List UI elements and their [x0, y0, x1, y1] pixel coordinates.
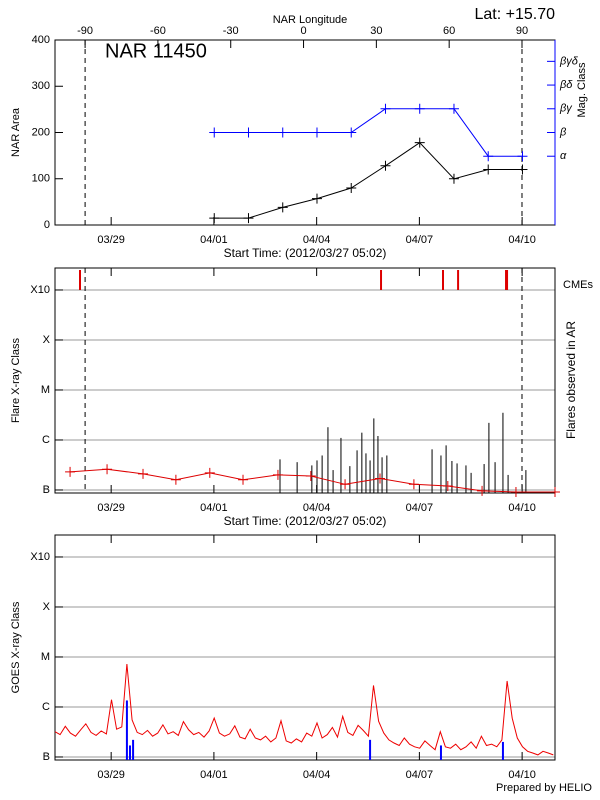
x-tick-label: 03/29: [97, 234, 125, 246]
point-marker: [340, 479, 351, 490]
point-marker: [483, 151, 494, 162]
x-tick-label: 04/07: [406, 502, 434, 514]
chart-title: NAR 11450: [105, 40, 207, 62]
x-axis-label: Start Time: (2012/03/27 05:02): [224, 246, 387, 260]
point-marker: [483, 164, 494, 175]
x2-tick-label: -30: [223, 25, 239, 37]
x-tick-label: 03/29: [97, 769, 125, 781]
y-tick-label: B: [43, 484, 50, 496]
y-tick-label: C: [42, 701, 50, 713]
point-marker: [517, 164, 528, 175]
point-marker: [209, 127, 220, 138]
y2-tick-label: βγ: [559, 103, 573, 115]
point-marker: [510, 487, 521, 498]
point-marker: [346, 127, 357, 138]
point-marker: [380, 160, 391, 171]
point-marker: [311, 193, 322, 204]
point-marker: [277, 127, 288, 138]
y2-tick-label: β: [559, 126, 567, 138]
legend-label: CMEs: [563, 279, 593, 291]
point-marker: [243, 213, 254, 224]
x-tick-label: 04/10: [508, 502, 536, 514]
y-axis-label: GOES X-ray Class: [10, 601, 22, 693]
x-axis-label: Start Time: (2012/03/27 05:02): [224, 514, 387, 528]
y2-tick-label: βγδ: [559, 55, 579, 67]
y-tick-label: 100: [32, 173, 50, 185]
y2-axis-label: Mag. Class: [576, 62, 588, 118]
point-marker: [204, 467, 215, 478]
x-tick-label: 04/07: [406, 234, 434, 246]
y-tick-label: M: [41, 651, 50, 663]
y-tick-label: 0: [44, 219, 50, 231]
series-line: [214, 142, 523, 219]
point-marker: [243, 127, 254, 138]
footer: Prepared by HELIO: [496, 782, 592, 794]
series-line: [214, 108, 523, 157]
x2-tick-label: 90: [516, 25, 528, 37]
point-marker: [272, 469, 283, 480]
y-tick-label: X: [43, 334, 51, 346]
y-tick-label: M: [41, 384, 50, 396]
y-tick-label: X10: [30, 551, 50, 563]
x-tick-label: 04/01: [200, 502, 228, 514]
y-axis-label: NAR Area: [10, 107, 22, 157]
y-tick-label: X10: [30, 284, 50, 296]
point-marker: [414, 103, 425, 114]
point-marker: [277, 202, 288, 213]
y-tick-label: 400: [32, 34, 50, 46]
point-marker: [65, 466, 76, 477]
y-tick-label: 200: [32, 126, 50, 138]
x-tick-label: 04/07: [406, 769, 434, 781]
point-marker: [517, 151, 528, 162]
point-marker: [238, 474, 249, 485]
point-marker: [138, 468, 149, 479]
y-tick-label: C: [42, 434, 50, 446]
point-marker: [102, 464, 113, 475]
point-marker: [448, 173, 459, 184]
x-tick-label: 04/04: [303, 502, 331, 514]
point-marker: [170, 474, 181, 485]
point-marker: [414, 137, 425, 148]
point-marker: [477, 485, 488, 496]
annotation: Lat: +15.70: [474, 6, 555, 23]
y2-axis-label: Flares observed in AR: [564, 321, 578, 439]
x-tick-label: 04/01: [200, 234, 228, 246]
x-tick-label: 04/01: [200, 769, 228, 781]
y-axis-label: Flare X-ray Class: [10, 338, 22, 423]
plot-frame: [54, 534, 556, 761]
point-marker: [311, 127, 322, 138]
point-marker: [305, 471, 316, 482]
y-tick-label: X: [43, 601, 51, 613]
x-tick-label: 04/04: [303, 769, 331, 781]
point-marker: [346, 183, 357, 193]
x-tick-label: 04/10: [508, 234, 536, 246]
point-marker: [209, 213, 220, 224]
x-tick-label: 04/10: [508, 769, 536, 781]
x2-tick-label: 0: [300, 25, 306, 37]
series-line: [54, 664, 554, 756]
y2-tick-label: βδ: [559, 79, 573, 91]
point-marker: [550, 487, 560, 498]
x-tick-label: 04/04: [303, 234, 331, 246]
y-tick-label: B: [43, 751, 50, 763]
x-tick-label: 03/29: [97, 502, 125, 514]
point-marker: [442, 481, 453, 492]
x2-tick-label: -90: [77, 25, 93, 37]
point-marker: [408, 479, 419, 490]
point-marker: [380, 103, 391, 114]
point-marker: [375, 473, 385, 484]
x2-tick-label: -60: [150, 25, 166, 37]
x2-tick-label: 60: [443, 25, 455, 37]
y2-tick-label: α: [560, 150, 567, 162]
plot-frame: [54, 267, 556, 494]
x2-axis-label: NAR Longitude: [273, 14, 348, 26]
point-marker: [448, 103, 459, 114]
y-tick-label: 300: [32, 80, 50, 92]
x2-tick-label: 30: [370, 25, 382, 37]
